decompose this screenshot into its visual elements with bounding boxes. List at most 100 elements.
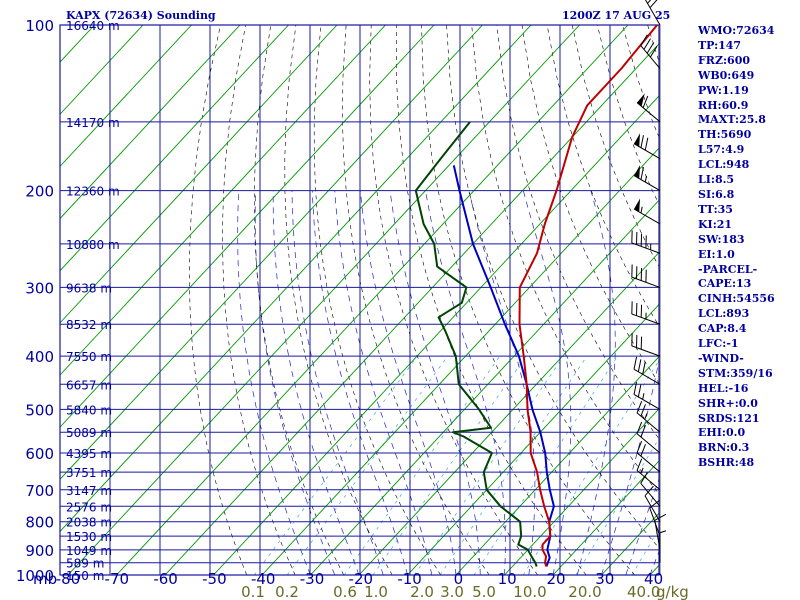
index-item: BSHR:48: [698, 456, 755, 470]
x-tick-label: -60: [153, 570, 178, 588]
index-item: HEL:-16: [698, 381, 749, 395]
moist-adiabat-line: [291, 190, 384, 575]
x-tick-label: -10: [397, 570, 422, 588]
index-item: EHI:0.0: [698, 426, 746, 440]
wind-barb: [659, 530, 667, 563]
wind-barb: [636, 440, 661, 473]
mixing-ratio-label: 0.1: [241, 583, 265, 600]
height-label: 5840 m: [66, 403, 112, 417]
pressure-tick-label: 500: [25, 401, 54, 419]
height-label: 7550 m: [66, 350, 112, 364]
index-item: -WIND-: [698, 351, 744, 365]
moist-adiabat-line: [601, 358, 659, 575]
isotherm-line: [67, 25, 580, 575]
dry-adiabat-line: [396, 25, 587, 575]
wind-barb: [636, 458, 661, 491]
moist-adiabat-line: [237, 190, 311, 575]
sounding-traces: [414, 25, 658, 567]
x-tick-label: -70: [105, 570, 130, 588]
mixing-ratio-label: 5.0: [472, 583, 496, 600]
pressure-tick-label: 100: [25, 17, 54, 35]
x-tick-label: 30: [595, 570, 614, 588]
dry-adiabat-line: [471, 25, 659, 495]
moist-adiabat-line: [334, 190, 433, 575]
height-label: 3751 m: [66, 466, 112, 480]
wind-barb: [633, 198, 661, 225]
isotherm-line: [455, 356, 659, 575]
isotherm-line: [60, 25, 241, 220]
x-tick-label: -20: [349, 570, 374, 588]
x-tick-label: -40: [251, 570, 276, 588]
index-item: SI:6.8: [698, 187, 735, 201]
height-label: 6657 m: [66, 378, 112, 392]
pressure-tick-label: 400: [25, 348, 54, 366]
moist-adiabat-line: [359, 190, 457, 575]
index-item: TH:5690: [698, 128, 752, 142]
index-item: L57:4.9: [698, 143, 745, 157]
parcel-trace: [452, 165, 555, 567]
pressure-tick-label: 700: [25, 482, 54, 500]
index-item: SW:183: [698, 232, 745, 246]
height-label: 12360 m: [66, 185, 120, 199]
x-tick-label: 20: [546, 570, 565, 588]
index-item: KI:21: [698, 217, 733, 231]
temperature-trace: [518, 25, 658, 567]
index-item: SHR+:0.0: [698, 396, 758, 410]
height-label: 4395 m: [66, 447, 112, 461]
x-tick-label: -80: [56, 570, 81, 588]
wind-barb: [644, 0, 661, 26]
index-item: TT:35: [698, 202, 733, 216]
mixing-ratio-line: [631, 527, 659, 575]
wind-barb: [636, 421, 661, 454]
index-item: CAP:8.4: [698, 322, 747, 336]
pressure-tick-label: 800: [25, 514, 54, 532]
mixing-ratio-line: [286, 355, 449, 575]
index-item: STM:359/16: [698, 366, 773, 380]
mixing-ratio-line: [575, 437, 659, 575]
index-item: FRZ:600: [698, 53, 751, 67]
index-item: LCL:893: [698, 307, 750, 321]
index-item: TP:147: [698, 38, 742, 52]
mixing-ratio-label: 3.0: [440, 583, 464, 600]
height-label: 1049 m: [66, 544, 112, 558]
wind-barb: [633, 381, 661, 410]
station-title: KAPX (72634) Sounding: [66, 9, 216, 22]
pressure-tick-label: 300: [25, 279, 54, 297]
isotherm-line: [504, 408, 659, 575]
moist-adiabat-line: [272, 190, 360, 575]
mixing-ratio-label: 40.0: [627, 583, 660, 600]
moist-adiabat-line: [625, 477, 659, 575]
moist-adiabat-line: [468, 190, 536, 575]
index-item: -PARCEL-: [698, 262, 758, 276]
mixing-ratio-label: 0.6: [333, 583, 357, 600]
wind-barb: [631, 333, 661, 357]
indices-panel: WMO:72634 TP:147 FRZ:600 WB0:649 PW:1.19 RH:6…: [698, 24, 775, 471]
dry-adiabat-line: [222, 25, 296, 575]
height-label: 10880 m: [66, 238, 120, 252]
pressure-tick-label: 1000: [16, 567, 54, 585]
isotherm-line: [407, 303, 659, 575]
wind-barb: [633, 133, 661, 160]
height-label: 589 m: [66, 557, 104, 571]
x-axis-label: mb: [33, 570, 57, 588]
isotherm-line: [552, 460, 659, 575]
pressure-tick-label: 900: [25, 542, 54, 560]
index-item: WMO:72634: [698, 24, 775, 37]
dewpoint-trace: [414, 121, 538, 567]
pressure-tick-label: 200: [25, 183, 54, 201]
isotherm-line: [60, 25, 483, 480]
wind-barb: [636, 400, 661, 433]
mixing-ratio-label: 0.2: [275, 583, 299, 600]
mixing-ratio-unit: g/kg: [656, 583, 689, 600]
mixing-ratio-lines: [254, 355, 659, 575]
isotherm-line: [60, 25, 386, 376]
index-item: WB0:649: [698, 68, 755, 82]
height-label: 5089 m: [66, 426, 112, 440]
x-tick-label: -50: [202, 570, 227, 588]
mixing-ratio-label: 2.0: [410, 583, 434, 600]
height-label: 2576 m: [66, 500, 112, 514]
wind-barb: [631, 264, 661, 288]
height-label: 2038 m: [66, 516, 112, 530]
